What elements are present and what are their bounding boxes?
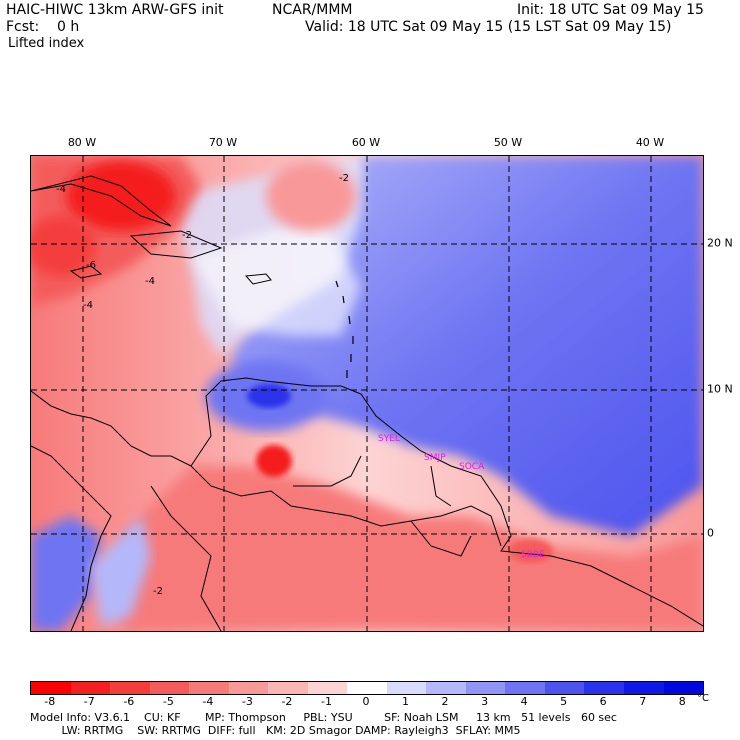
colorbar-swatch: [584, 682, 624, 694]
contour-label: -6: [86, 260, 96, 271]
colorbar-tick-label: -3: [241, 695, 253, 708]
colorbar-tick-label: 8: [678, 695, 686, 708]
colorbar-swatch: [268, 682, 308, 694]
station-label: SOCA: [459, 462, 485, 472]
lon-label-80w: 80 W: [67, 136, 97, 149]
field-unstable-south: [121, 466, 703, 631]
contour-label: -4: [83, 300, 93, 311]
lat-label-0: 0: [707, 526, 714, 540]
lon-label-70w: 70 W: [208, 136, 238, 149]
colorbar: [30, 681, 704, 695]
colorbar-tick-label: -5: [162, 695, 174, 708]
colorbar-tick-label: 6: [599, 695, 607, 708]
colorbar-tick-label: 5: [560, 695, 568, 708]
lon-label-40w: 40 W: [635, 136, 665, 149]
colorbar-tick-label: 7: [639, 695, 647, 708]
colorbar-swatch: [347, 682, 387, 694]
colorbar-swatch: [110, 682, 150, 694]
station-label: SBBE: [521, 550, 545, 560]
lat-label-20n: 20 N: [707, 236, 733, 250]
coastlines: [31, 175, 703, 631]
station-label: SYEL: [378, 434, 400, 444]
colorbar-tick-label: -7: [83, 695, 95, 708]
colorbar-swatch: [70, 682, 111, 694]
colorbar-swatch: [663, 682, 704, 694]
colorbar-tick-label: -4: [202, 695, 214, 708]
contour-label: -2: [153, 586, 163, 597]
forecast-hour: Fcst: 0 h: [6, 19, 80, 35]
colorbar-swatch: [149, 682, 190, 694]
lesser-antilles: [335, 280, 354, 378]
colorbar-swatch: [505, 682, 545, 694]
station-label: SMJP: [424, 453, 446, 463]
colorbar-tick-label: 2: [441, 695, 449, 708]
lon-label-50w: 50 W: [493, 136, 523, 149]
lon-label-60w: 60 W: [351, 136, 381, 149]
valid-time: Valid: 18 UTC Sat 09 May 15 (15 LST Sat …: [305, 19, 672, 35]
colorbar-swatch: [228, 682, 269, 694]
colorbar-tick-label: -2: [281, 695, 293, 708]
colorbar-tick-label: 3: [481, 695, 489, 708]
field-name: Lifted index: [8, 36, 85, 51]
colorbar-swatch: [307, 682, 348, 694]
lifted-index-map: -2 -4 -6 -4 -2 -4 -2 SYEL SMJP SOCA SBBE: [30, 155, 704, 632]
contour-label: -4: [145, 276, 155, 287]
init-time: Init: 18 UTC Sat 09 May 15: [517, 2, 704, 18]
colorbar-tick-label: 1: [402, 695, 410, 708]
colorbar-tick-label: 0: [362, 695, 370, 708]
lat-label-10n: 10 N: [707, 382, 733, 396]
colorbar-tick-label: -8: [44, 695, 56, 708]
model-title: HAIC-HIWC 13km ARW-GFS init: [6, 2, 224, 18]
colorbar-swatch: [426, 682, 466, 694]
colorbar-swatch: [465, 682, 506, 694]
contour-label: -2: [339, 173, 349, 184]
colorbar-swatch: [189, 682, 229, 694]
model-info-line2: LW: RRTMG SW: RRTMG DIFF: full KM: 2D Sm…: [30, 724, 521, 737]
colorbar-tick-label: -6: [123, 695, 135, 708]
colorbar-tick-label: 4: [520, 695, 528, 708]
colorbar-swatch: [386, 682, 427, 694]
contour-label: -4: [56, 184, 66, 195]
colorbar-tick-label: -1: [320, 695, 332, 708]
contour-label: -2: [182, 230, 192, 241]
colorbar-swatch: [31, 682, 71, 694]
colorbar-swatch: [544, 682, 585, 694]
colorbar-unit: °C: [697, 693, 709, 704]
center-name: NCAR/MMM: [272, 2, 353, 18]
model-info-line1: Model Info: V3.6.1 CU: KF MP: Thompson P…: [30, 711, 617, 724]
colorbar-swatch: [623, 682, 664, 694]
